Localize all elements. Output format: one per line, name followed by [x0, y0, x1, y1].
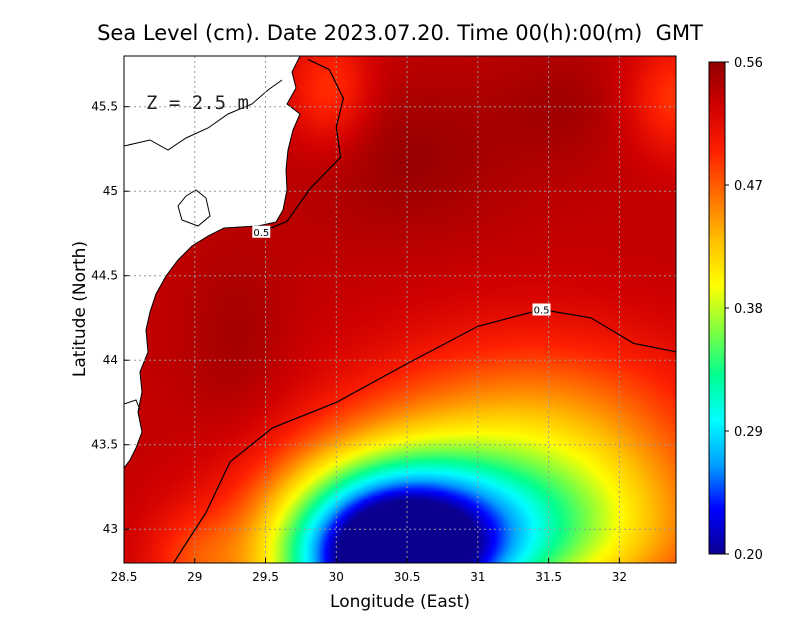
x-axis-title: Longitude (East) — [330, 592, 470, 612]
contour-line — [172, 308, 676, 563]
y-tick-label: 44 — [103, 353, 118, 367]
contour-line — [261, 58, 345, 233]
y-tick-label: 44.5 — [91, 269, 118, 283]
colorbar-tick-label: 0.38 — [734, 302, 763, 317]
land-mass — [124, 56, 301, 469]
contour-label-box — [252, 225, 271, 238]
colorbar-tick-label: 0.47 — [734, 179, 763, 194]
colorbar — [708, 61, 726, 555]
x-tick-label: 30.5 — [394, 570, 421, 584]
y-axis: 43 43.5 44 44.5 45 45.5 — [91, 100, 129, 536]
colorbar-tick-label: 0.20 — [734, 548, 763, 563]
contour-lines: 0.5 0.5 — [172, 58, 676, 563]
x-tick-label: 32 — [612, 570, 627, 584]
x-tick-label: 31.5 — [535, 570, 562, 584]
y-tick-label: 43.5 — [91, 438, 118, 452]
x-axis: 28.5 29 29.5 30 30.5 31 31.5 32 — [111, 558, 627, 584]
chart-title: Sea Level (cm). Date 2023.07.20. Time 00… — [97, 21, 703, 45]
plot-area: 0.5 0.5 Z = 2.5 m — [124, 56, 676, 563]
depth-annotation: Z = 2.5 m — [146, 92, 249, 114]
x-tick-label: 30 — [329, 570, 344, 584]
x-tick-label: 31 — [470, 570, 485, 584]
colorbar-ticks: 0.56 0.47 0.38 0.29 0.20 — [725, 56, 763, 563]
y-axis-title: Latitude (North) — [70, 241, 90, 377]
plot-frame — [123, 55, 677, 564]
coastline-detail — [124, 79, 283, 411]
grid-lines — [124, 56, 676, 563]
contour-label: 0.5 — [253, 228, 269, 239]
x-tick-label: 28.5 — [111, 570, 138, 584]
contour-label-box — [532, 303, 551, 316]
y-tick-label: 43 — [103, 522, 118, 536]
colorbar-tick-label: 0.56 — [734, 56, 763, 71]
y-tick-label: 45 — [103, 184, 118, 198]
colorbar-tick-label: 0.29 — [734, 425, 763, 440]
x-tick-label: 29 — [187, 570, 202, 584]
x-tick-label: 29.5 — [252, 570, 279, 584]
y-tick-label: 45.5 — [91, 100, 118, 114]
contour-label: 0.5 — [534, 306, 550, 317]
